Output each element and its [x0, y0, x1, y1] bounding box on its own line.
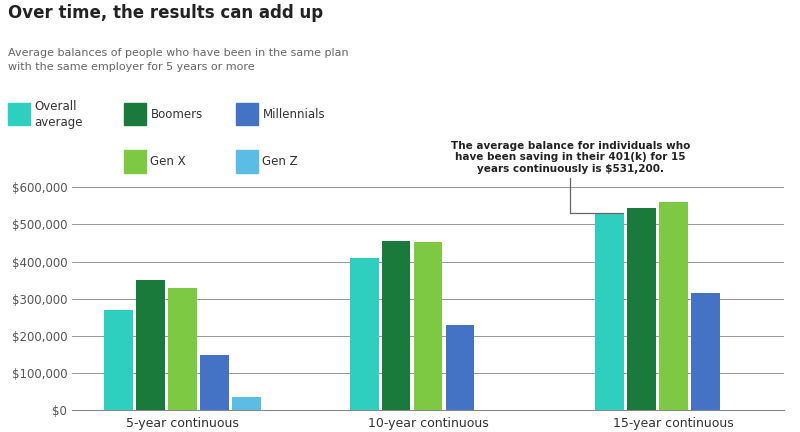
Bar	[595, 213, 624, 410]
Bar	[104, 310, 133, 410]
Bar	[691, 293, 720, 410]
Text: Overall
average: Overall average	[34, 99, 83, 129]
Bar	[382, 241, 410, 410]
Bar	[446, 325, 474, 410]
Text: Over time, the results can add up: Over time, the results can add up	[8, 4, 323, 22]
Bar	[168, 288, 197, 410]
Bar	[232, 397, 261, 410]
Text: Gen X: Gen X	[150, 155, 186, 168]
Text: Gen Z: Gen Z	[262, 155, 298, 168]
Bar	[136, 280, 165, 410]
Bar	[200, 355, 229, 410]
Bar	[350, 258, 378, 410]
Bar	[659, 202, 688, 410]
Text: Millennials: Millennials	[262, 108, 325, 121]
Text: Boomers: Boomers	[150, 108, 202, 121]
Text: The average balance for individuals who
have been saving in their 401(k) for 15
: The average balance for individuals who …	[450, 141, 690, 213]
Bar	[414, 242, 442, 410]
Bar	[627, 207, 656, 410]
Text: Average balances of people who have been in the same plan
with the same employer: Average balances of people who have been…	[8, 48, 349, 72]
